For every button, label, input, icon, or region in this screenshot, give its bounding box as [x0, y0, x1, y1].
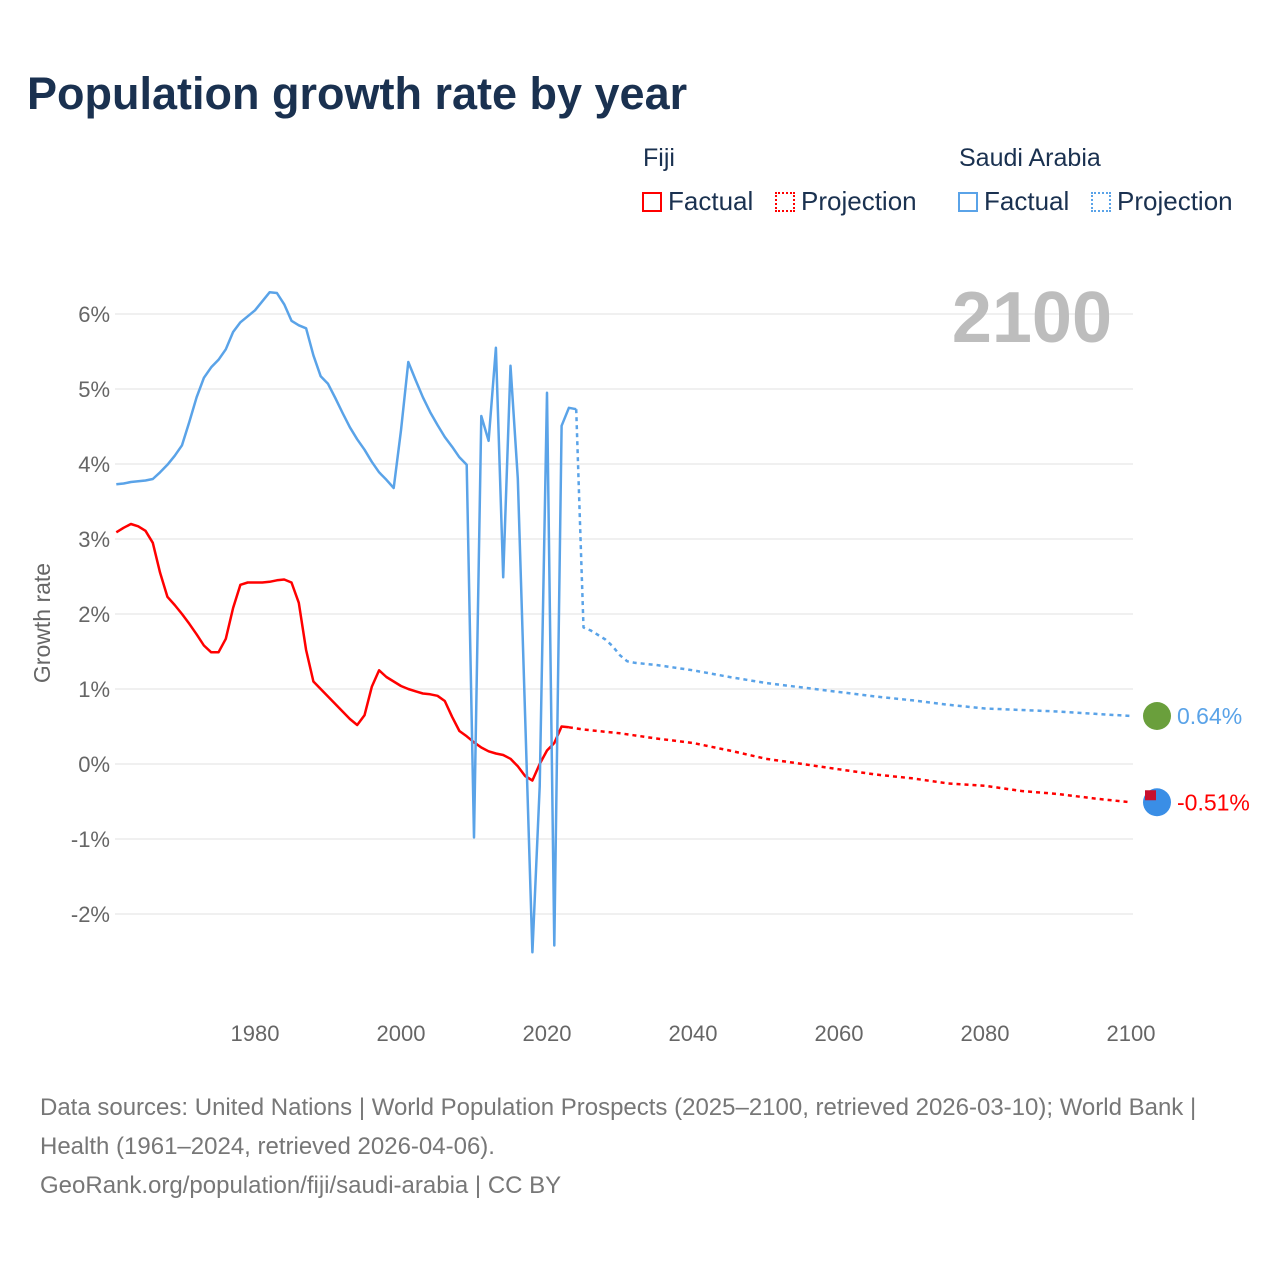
year-watermark: 2100 — [952, 278, 1112, 358]
saudi-arabia-flag-icon — [1143, 702, 1171, 730]
y-tick-label: -2% — [71, 902, 110, 927]
x-tick-label: 2060 — [815, 1021, 864, 1046]
fiji-flag-union-icon — [1145, 790, 1156, 801]
data-sources: Data sources: United Nations | World Pop… — [40, 1088, 1240, 1205]
legend-label: Factual — [984, 186, 1070, 216]
y-tick-label: 1% — [78, 677, 110, 702]
legend-swatch-solid-icon — [642, 191, 662, 212]
x-tick-label: 1980 — [231, 1021, 280, 1046]
legend-label: Projection — [801, 186, 917, 216]
fiji-end-label: -0.51% — [1177, 789, 1250, 815]
legend-saudi-factual[interactable]: Factual — [958, 186, 1069, 217]
legend-swatch-dotted-icon — [1091, 191, 1111, 212]
legend-swatch-dotted-icon — [775, 191, 795, 212]
y-tick-label: 4% — [78, 452, 110, 477]
y-tick-label: 3% — [78, 527, 110, 552]
y-tick-label: 5% — [78, 377, 110, 402]
y-axis-label: Growth rate — [29, 563, 55, 683]
legend-fiji-projection[interactable]: Projection — [775, 186, 917, 217]
legend-fiji-factual[interactable]: Factual — [642, 186, 753, 217]
fiji-factual-line — [115, 522, 570, 782]
fiji-projection-line — [568, 726, 1132, 804]
y-tick-label: -1% — [71, 827, 110, 852]
legend-saudi-projection[interactable]: Projection — [1091, 186, 1233, 217]
legend-group-fiji: Fiji — [643, 144, 675, 172]
sources-text: Data sources: United Nations | World Pop… — [40, 1094, 1197, 1160]
chart-title: Population growth rate by year — [27, 68, 688, 119]
y-tick-label: 2% — [78, 602, 110, 627]
legend-group-saudi-arabia: Saudi Arabia — [959, 144, 1101, 172]
saudi-arabia-factual-line — [116, 291, 577, 954]
saudi-arabia-projection-line — [574, 409, 1132, 718]
y-tick-label: 6% — [78, 302, 110, 327]
x-tick-label: 2040 — [669, 1021, 718, 1046]
legend-label: Factual — [668, 186, 754, 216]
x-tick-label: 2080 — [961, 1021, 1010, 1046]
legend-swatch-solid-icon — [958, 191, 978, 212]
attribution-link[interactable]: GeoRank.org/population/fiji/saudi-arabia… — [40, 1172, 562, 1199]
x-tick-label: 2100 — [1107, 1021, 1156, 1046]
legend-label: Projection — [1117, 186, 1233, 216]
x-tick-label: 2020 — [523, 1021, 572, 1046]
y-tick-label: 0% — [78, 752, 110, 777]
saudi-arabia-end-label: 0.64% — [1177, 703, 1242, 729]
x-tick-label: 2000 — [377, 1021, 426, 1046]
